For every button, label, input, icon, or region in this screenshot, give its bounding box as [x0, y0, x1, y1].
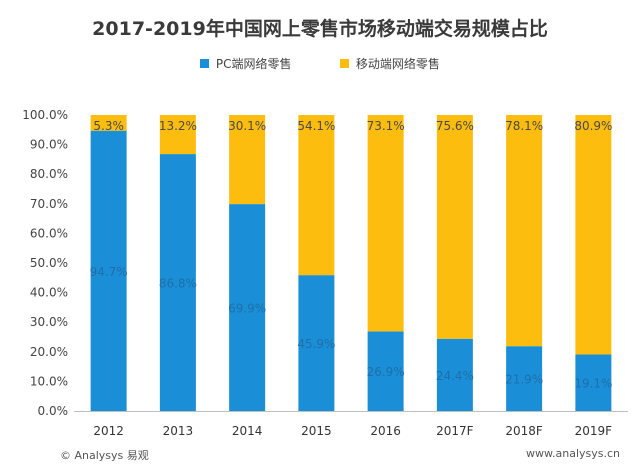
x-tick-label: 2018F	[505, 424, 543, 438]
data-label-mobile: 75.6%	[436, 119, 474, 133]
bar-segment-mobile	[229, 115, 266, 205]
bar-segment-pc	[367, 331, 404, 411]
bar-segment-mobile	[90, 115, 127, 131]
bar-segment-mobile	[367, 115, 404, 332]
footer-source-right: www.analysys.cn	[526, 447, 620, 460]
bar-segment-pc	[90, 130, 127, 412]
data-label-mobile: 73.1%	[367, 119, 405, 133]
y-tick-label: 0.0%	[38, 404, 69, 418]
y-tick-label: 20.0%	[30, 345, 68, 359]
bar-segment-mobile	[575, 115, 612, 355]
legend-swatch-mobile	[340, 59, 349, 68]
bar-segment-mobile	[506, 115, 543, 347]
data-label-pc: 69.9%	[228, 302, 266, 316]
x-tick-label: 2019F	[575, 424, 613, 438]
bar-segment-mobile	[159, 115, 196, 155]
data-label-pc: 26.9%	[367, 365, 405, 379]
y-tick-label: 70.0%	[30, 197, 68, 211]
y-tick-label: 80.0%	[30, 167, 68, 181]
footer-source-left: © Analysys 易观	[60, 449, 149, 462]
data-label-mobile: 30.1%	[228, 119, 266, 133]
data-label-mobile: 5.3%	[93, 119, 124, 133]
data-label-mobile: 54.1%	[297, 119, 335, 133]
legend-label-pc: PC端网络零售	[215, 57, 292, 71]
data-label-mobile: 78.1%	[505, 119, 543, 133]
y-tick-label: 100.0%	[22, 108, 68, 122]
y-tick-label: 40.0%	[30, 286, 68, 300]
data-label-pc: 86.8%	[159, 277, 197, 291]
y-tick-label: 50.0%	[30, 256, 68, 270]
data-label-pc: 21.9%	[505, 373, 543, 387]
x-tick-label: 2017F	[436, 424, 474, 438]
legend-item-pc: PC端网络零售	[200, 55, 291, 72]
chart-title: 2017-2019年中国网上零售市场移动端交易规模占比	[92, 18, 548, 40]
bar-segment-pc	[575, 354, 612, 411]
data-label-pc: 24.4%	[436, 369, 474, 383]
data-label-pc: 19.1%	[574, 377, 612, 391]
y-tick-label: 90.0%	[30, 138, 68, 152]
bar-segment-pc	[436, 338, 473, 411]
legend-item-mobile: 移动端网络零售	[340, 55, 440, 72]
data-label-mobile: 13.2%	[159, 119, 197, 133]
x-tick-label: 2014	[232, 424, 263, 438]
data-label-pc: 45.9%	[297, 337, 335, 351]
y-tick-label: 30.0%	[30, 315, 68, 329]
bar-segment-mobile	[298, 115, 335, 276]
data-label-mobile: 80.9%	[574, 119, 612, 133]
bar-segment-pc	[506, 346, 543, 411]
y-tick-label: 60.0%	[30, 226, 68, 240]
legend-swatch-pc	[200, 59, 209, 68]
x-tick-label: 2013	[163, 424, 194, 438]
x-tick-label: 2016	[370, 424, 401, 438]
x-tick-label: 2012	[93, 424, 124, 438]
bar-segment-pc	[229, 204, 266, 411]
bar-segment-mobile	[436, 115, 473, 339]
bar-segment-pc	[298, 275, 335, 411]
data-label-pc: 94.7%	[90, 265, 128, 279]
legend-label-mobile: 移动端网络零售	[355, 57, 440, 71]
x-tick-label: 2015	[301, 424, 332, 438]
bar-segment-pc	[159, 154, 196, 411]
y-tick-label: 10.0%	[30, 374, 68, 388]
